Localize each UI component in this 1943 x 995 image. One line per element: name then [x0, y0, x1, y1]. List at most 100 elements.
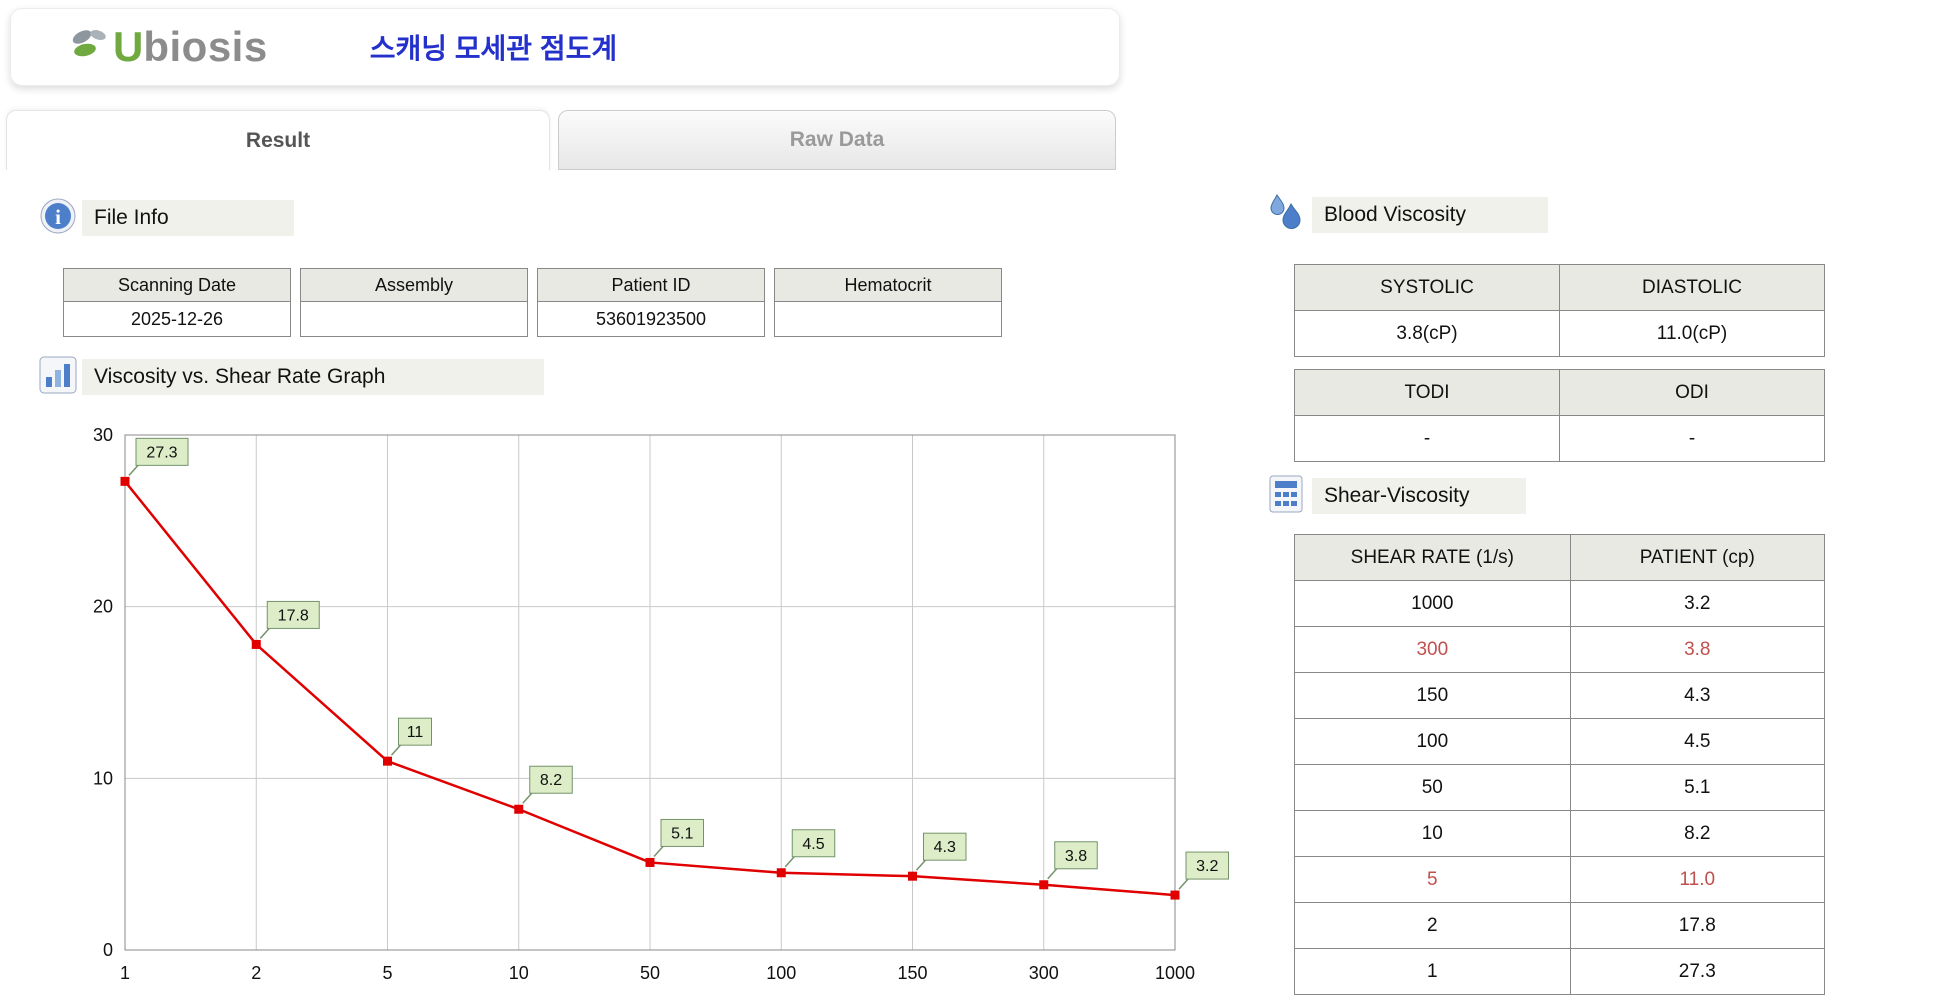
patient-cp-cell: 11.0	[1569, 856, 1826, 903]
data-point-marker	[1170, 890, 1180, 900]
shear-viscosity-row: 5 11.0	[1294, 856, 1826, 903]
point-label-box	[791, 829, 836, 858]
shear-rate-cell: 5	[1294, 856, 1571, 903]
file-info-value-assembly	[300, 302, 528, 337]
file-info-header-assembly: Assembly	[300, 268, 528, 302]
file-info-header-hematocrit: Hematocrit	[774, 268, 1002, 302]
tab-raw-data[interactable]: Raw Data	[558, 110, 1116, 170]
todi-odi-value-row: - -	[1294, 415, 1825, 462]
point-label-box	[660, 818, 704, 847]
diastolic-value: 11.0(cP)	[1559, 310, 1825, 357]
point-label-connector	[1178, 878, 1189, 890]
logo-leaf-icon	[72, 30, 106, 57]
point-label-connector	[653, 845, 664, 857]
blood-viscosity-table: SYSTOLIC DIASTOLIC 3.8(cP) 11.0(cP)	[1294, 264, 1825, 357]
shear-viscosity-row: 150 4.3	[1294, 672, 1826, 719]
point-label-connector	[390, 744, 402, 756]
todi-value: -	[1294, 415, 1560, 462]
systolic-value: 3.8(cP)	[1294, 310, 1560, 357]
odi-header: ODI	[1559, 369, 1825, 416]
graph-section-label: Viscosity vs. Shear Rate Graph	[82, 359, 544, 395]
file-info-col-hematocrit: Hematocrit	[774, 268, 1002, 337]
shear-rate-cell: 300	[1294, 626, 1571, 673]
tab-result[interactable]: Result	[6, 110, 550, 170]
patient-cp-cell: 8.2	[1569, 810, 1826, 857]
point-label-connector	[128, 464, 139, 476]
blood-viscosity-section-label: Blood Viscosity	[1312, 197, 1548, 233]
data-point-marker	[1039, 880, 1049, 890]
data-point-marker	[776, 868, 786, 878]
shear-rate-cell: 100	[1294, 718, 1571, 765]
y-tick-label: 0	[103, 940, 113, 960]
shear-viscosity-row: 10 8.2	[1294, 810, 1826, 857]
point-label-text: 4.5	[802, 836, 824, 853]
odi-value: -	[1559, 415, 1825, 462]
point-label-box	[1185, 851, 1229, 880]
x-tick-label: 100	[766, 963, 796, 983]
shear-rate-cell: 10	[1294, 810, 1571, 857]
x-tick-label: 1	[120, 963, 130, 983]
data-point-marker	[120, 476, 130, 486]
point-label-connector	[784, 856, 795, 868]
point-label-connector	[259, 627, 270, 639]
point-label-box	[266, 600, 320, 629]
shear-viscosity-table: SHEAR RATE (1/s) PATIENT (cp) 1000 3.2 300…	[1294, 534, 1826, 995]
file-info-value-patient-id: 53601923500	[537, 302, 765, 337]
point-label-connector	[522, 792, 533, 804]
patient-cp-header: PATIENT (cp)	[1569, 534, 1826, 581]
logo-text-rest: biosis	[143, 23, 268, 70]
point-label-text: 4.3	[934, 839, 956, 856]
shear-rate-cell: 50	[1294, 764, 1571, 811]
shear-viscosity-row: 100 4.5	[1294, 718, 1826, 765]
y-tick-label: 10	[93, 768, 113, 788]
shear-viscosity-row: 300 3.8	[1294, 626, 1826, 673]
shear-rate-cell: 150	[1294, 672, 1571, 719]
file-info-col-patient-id: Patient ID 53601923500	[537, 268, 765, 337]
shear-viscosity-row: 1000 3.2	[1294, 580, 1826, 627]
point-label-text: 27.3	[146, 444, 177, 461]
x-tick-label: 300	[1029, 963, 1059, 983]
shear-rate-cell: 1000	[1294, 580, 1571, 627]
shear-rate-cell: 1	[1294, 948, 1571, 995]
x-tick-label: 10	[509, 963, 529, 983]
x-tick-label: 50	[640, 963, 660, 983]
bar-chart-icon	[38, 355, 78, 395]
x-tick-label: 2	[251, 963, 261, 983]
patient-cp-cell: 4.3	[1569, 672, 1826, 719]
plot-border	[124, 434, 1176, 951]
data-point-marker	[514, 804, 524, 814]
data-point-marker	[908, 871, 917, 881]
point-label-text: 3.2	[1196, 858, 1218, 875]
file-info-col-scanning-date: Scanning Date 2025-12-26	[63, 268, 291, 337]
point-label-box	[135, 437, 189, 466]
point-label-box	[529, 765, 573, 794]
droplet-icon	[1264, 192, 1304, 232]
file-info-section-label: File Info	[82, 200, 294, 236]
diastolic-header: DIASTOLIC	[1559, 264, 1825, 311]
file-info-value-scanning-date: 2025-12-26	[63, 302, 291, 337]
shear-viscosity-row: 2 17.8	[1294, 902, 1826, 949]
point-label-box	[1054, 841, 1098, 870]
patient-cp-cell: 3.2	[1569, 580, 1826, 627]
patient-cp-cell: 27.3	[1569, 948, 1826, 995]
point-label-box	[923, 832, 967, 861]
file-info-header-patient-id: Patient ID	[537, 268, 765, 302]
file-info-value-hematocrit	[774, 302, 1002, 337]
svg-text:i: i	[55, 205, 61, 229]
file-info-header-scanning-date: Scanning Date	[63, 268, 291, 302]
patient-cp-cell: 4.5	[1569, 718, 1826, 765]
app-title-korean: 스캐닝 모세관 점도계	[369, 33, 618, 64]
point-label-text: 11	[407, 724, 424, 741]
patient-cp-cell: 5.1	[1569, 764, 1826, 811]
point-label-connector	[915, 859, 927, 871]
y-tick-label: 20	[93, 597, 113, 617]
viscosity-chart-svg: 0 10 20 30 1 2 5 10 50 100 150 300 1000 27.3 17.8 11 8.2…	[93, 425, 1229, 983]
data-point-marker	[383, 756, 392, 766]
shear-rate-header: SHEAR RATE (1/s)	[1294, 534, 1571, 581]
blood-viscosity-value-row: 3.8(cP) 11.0(cP)	[1294, 310, 1825, 357]
point-label-text: 3.8	[1065, 848, 1087, 865]
point-label-text: 5.1	[671, 825, 693, 842]
systolic-header: SYSTOLIC	[1294, 264, 1560, 311]
info-icon: i	[38, 196, 78, 236]
